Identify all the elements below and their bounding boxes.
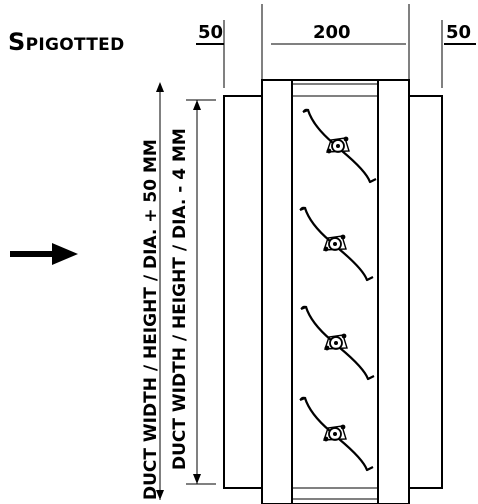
spigots [223,95,443,489]
left-flange-bar [261,79,293,504]
right-spigot [405,95,443,489]
arrow-right-icon [10,243,78,265]
dim-body-width: 200 [313,22,351,43]
left-spigot [223,95,265,489]
dim-right-spigot: 50 [446,22,472,43]
diagram-title: Spigotted [8,28,124,56]
title-text: Spigotted [8,28,125,56]
dim-left-spigot: 50 [198,22,224,43]
top-dimension-lines [196,4,476,88]
outer-height-dimension [156,82,164,500]
right-flange-bar [377,79,410,504]
inner-height-dimension [186,99,216,485]
